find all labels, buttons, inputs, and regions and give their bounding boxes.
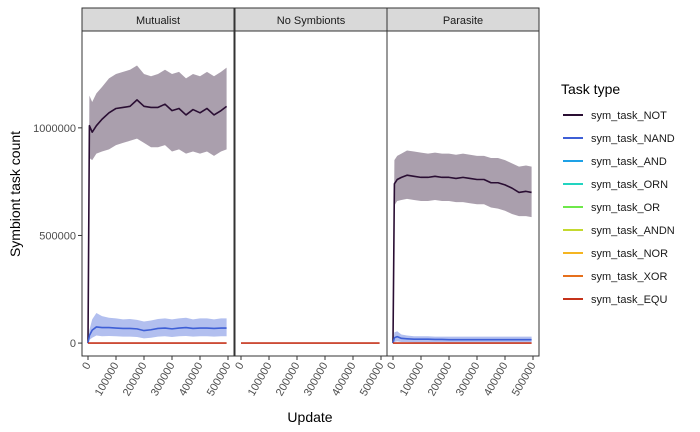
legend-item: sym_task_EQU xyxy=(563,294,667,306)
y-tick-label: 1000000 xyxy=(33,123,76,135)
x-tick-label: 0 xyxy=(80,361,93,372)
legend-item: sym_task_AND xyxy=(563,156,667,168)
legend-label: sym_task_ORN xyxy=(591,179,668,191)
ribbon-sym_task_NOT xyxy=(393,150,532,344)
legend-label: sym_task_NAND xyxy=(591,133,675,145)
legend-item: sym_task_OR xyxy=(563,202,660,214)
panel-data xyxy=(392,150,532,344)
legend-label: sym_task_AND xyxy=(591,156,667,168)
facet-strip-label: Parasite xyxy=(443,15,483,27)
plot-area xyxy=(82,31,234,356)
panel-border xyxy=(386,30,540,357)
legend-title: Task type xyxy=(561,81,620,97)
legend-label: sym_task_XOR xyxy=(591,271,667,283)
legend-label: sym_task_EQU xyxy=(591,294,667,306)
x-axis-title: Update xyxy=(287,409,332,425)
line-sym_task_NOT xyxy=(392,174,532,344)
line-sym_task_NAND xyxy=(392,335,532,344)
legend: Task type sym_task_NOT sym_task_NAND sym_ta… xyxy=(561,81,675,306)
legend-label: sym_task_NOT xyxy=(591,110,667,122)
legend-item: sym_task_ORN xyxy=(563,179,668,191)
legend-item: sym_task_XOR xyxy=(563,271,667,283)
x-tick-label: 0 xyxy=(385,361,398,372)
legend-label: sym_task_ANDN xyxy=(591,225,675,237)
line-sym_task_NOT xyxy=(87,99,228,344)
facet-strip-label: Mutualist xyxy=(136,15,180,27)
y-tick-label: 500000 xyxy=(39,230,76,242)
ribbon-sym_task_NOT xyxy=(88,65,227,344)
y-axis: 0 500000 1000000 xyxy=(33,123,82,350)
legend-label: sym_task_NOR xyxy=(591,248,668,260)
y-axis-title: Symbiont task count xyxy=(7,131,23,257)
panel-border xyxy=(81,30,235,357)
line-sym_task_NAND xyxy=(87,326,227,344)
plot-area xyxy=(387,31,539,356)
legend-label: sym_task_OR xyxy=(591,202,660,214)
legend-item: sym_task_ANDN xyxy=(563,225,675,237)
y-tick-label: 0 xyxy=(70,338,76,350)
legend-item: sym_task_NOR xyxy=(563,248,668,260)
x-tick-label: 0 xyxy=(233,361,246,372)
facet-strip-label: No Symbionts xyxy=(277,15,346,27)
panel-data xyxy=(87,65,228,344)
legend-item: sym_task_NOT xyxy=(563,110,667,122)
plot-area xyxy=(235,31,387,356)
legend-item: sym_task_NAND xyxy=(563,133,675,145)
